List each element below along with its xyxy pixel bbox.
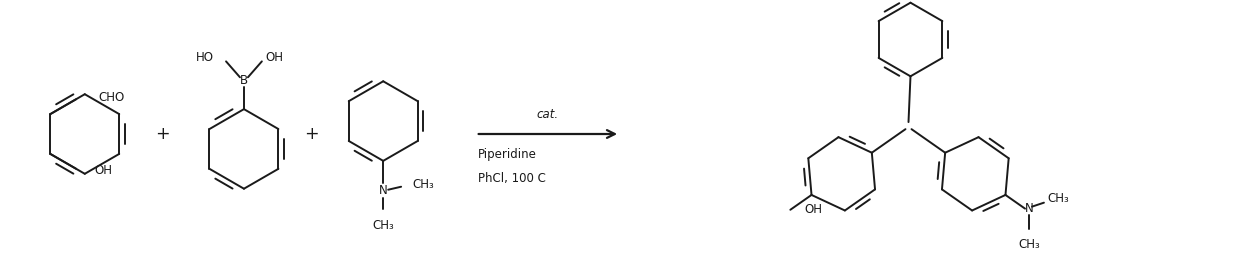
Text: OH: OH (266, 51, 284, 64)
Text: B: B (240, 74, 248, 87)
Text: HO: HO (196, 51, 214, 64)
Text: N: N (1025, 202, 1034, 215)
Text: PhCl, 100 C: PhCl, 100 C (478, 172, 546, 185)
Text: cat.: cat. (537, 108, 558, 121)
Text: OH: OH (94, 164, 113, 177)
Text: +: + (305, 125, 319, 143)
Text: +: + (155, 125, 170, 143)
Text: CH₃: CH₃ (373, 219, 394, 232)
Text: CH₃: CH₃ (1018, 239, 1040, 252)
Text: CH₃: CH₃ (1047, 192, 1068, 205)
Text: Piperidine: Piperidine (478, 148, 536, 161)
Text: CH₃: CH₃ (412, 178, 433, 191)
Text: OH: OH (805, 203, 822, 216)
Text: N: N (379, 184, 387, 197)
Text: CHO: CHO (98, 91, 124, 104)
